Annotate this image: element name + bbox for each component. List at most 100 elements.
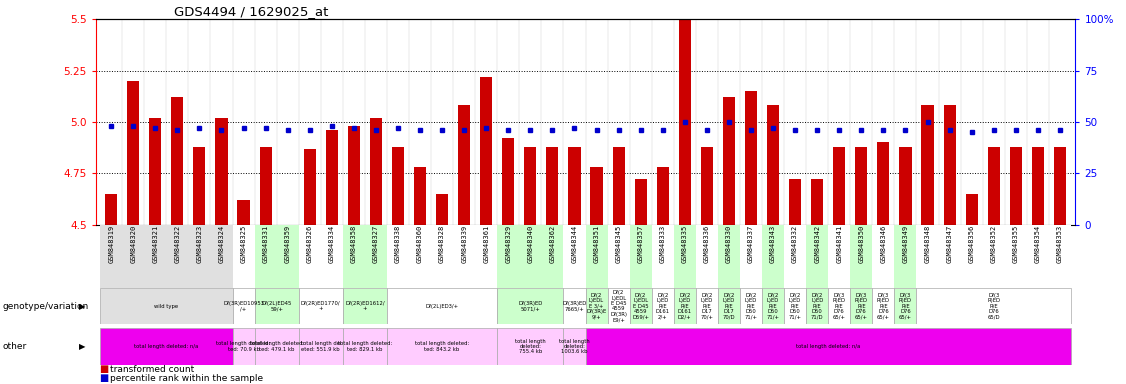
Bar (498, 225, 563, 288)
Text: GSM848346: GSM848346 (881, 225, 886, 263)
Text: GDS4494 / 1629025_at: GDS4494 / 1629025_at (175, 5, 329, 18)
Bar (873, 288, 894, 324)
Bar (232, 328, 254, 365)
Bar (525, 147, 536, 225)
Text: Df(2
L)ED
R/E
D50
71/+: Df(2 L)ED R/E D50 71/+ (788, 293, 802, 319)
Text: Df(3R)ED
7665/+: Df(3R)ED 7665/+ (562, 301, 587, 311)
Text: GSM848352: GSM848352 (991, 225, 997, 263)
Bar (590, 167, 602, 225)
Text: GSM848355: GSM848355 (1012, 225, 1019, 263)
Bar (586, 328, 1071, 365)
Text: GSM848360: GSM848360 (417, 225, 423, 263)
Text: total length
deleted:
755.4 kb: total length deleted: 755.4 kb (515, 339, 546, 354)
Bar (369, 118, 382, 225)
Text: total length del
eted: 551.9 kb: total length del eted: 551.9 kb (301, 341, 341, 352)
Text: Df(3
R)ED
R/E
D76
65/+: Df(3 R)ED R/E D76 65/+ (833, 293, 846, 319)
Bar (921, 106, 933, 225)
Bar (629, 225, 652, 288)
Bar (745, 91, 757, 225)
Bar (194, 147, 205, 225)
Bar (563, 288, 586, 324)
Text: Df(2R)ED1612/
+: Df(2R)ED1612/ + (345, 301, 385, 311)
Text: GSM848330: GSM848330 (726, 225, 732, 263)
Bar (259, 147, 271, 225)
Text: Df(2
L)ED
R/E
D50
71/D: Df(2 L)ED R/E D50 71/D (811, 293, 823, 319)
Text: GSM848349: GSM848349 (902, 225, 909, 263)
Text: GSM848353: GSM848353 (1057, 225, 1063, 263)
Bar (700, 147, 713, 225)
Text: GSM848342: GSM848342 (814, 225, 820, 263)
Bar (656, 167, 669, 225)
Bar (238, 200, 250, 225)
Text: GSM848345: GSM848345 (616, 225, 622, 263)
Bar (635, 179, 646, 225)
Bar (1031, 147, 1044, 225)
Text: GSM848356: GSM848356 (968, 225, 975, 263)
Text: Df(2
L)ED
R/E
D17
70/D: Df(2 L)ED R/E D17 70/D (723, 293, 735, 319)
Bar (988, 147, 1000, 225)
Text: GSM848334: GSM848334 (329, 225, 334, 263)
Text: GSM848332: GSM848332 (792, 225, 798, 263)
Text: GSM848337: GSM848337 (748, 225, 754, 263)
Text: GSM848327: GSM848327 (373, 225, 379, 263)
Bar (127, 81, 140, 225)
Text: GSM848338: GSM848338 (395, 225, 401, 263)
Bar (480, 77, 492, 225)
Bar (873, 225, 894, 288)
Text: GSM848333: GSM848333 (660, 225, 665, 263)
Bar (586, 288, 608, 324)
Bar (498, 288, 563, 324)
Text: total length deleted: n/a: total length deleted: n/a (134, 344, 198, 349)
Text: GSM848358: GSM848358 (351, 225, 357, 263)
Text: ■: ■ (99, 364, 108, 374)
Text: GSM848324: GSM848324 (218, 225, 224, 263)
Text: Df(2
L)ED
R/E
D161
2/+: Df(2 L)ED R/E D161 2/+ (655, 293, 670, 319)
Bar (673, 225, 696, 288)
Text: Df(3R)ED
5071/+: Df(3R)ED 5071/+ (518, 301, 543, 311)
Bar (586, 225, 608, 288)
Text: Df(2
L)ED
R/E
D17
70/+: Df(2 L)ED R/E D17 70/+ (700, 293, 714, 319)
Text: Df(2
L)EDL
E D45
4559
D59/+: Df(2 L)EDL E D45 4559 D59/+ (632, 293, 650, 319)
Bar (673, 288, 696, 324)
Text: GSM848336: GSM848336 (704, 225, 709, 263)
Bar (762, 288, 784, 324)
Text: GSM848344: GSM848344 (572, 225, 578, 263)
Bar (718, 288, 740, 324)
Bar (100, 225, 232, 288)
Text: GSM848341: GSM848341 (837, 225, 842, 263)
Bar (679, 3, 691, 225)
Bar (498, 328, 563, 365)
Bar (171, 97, 184, 225)
Text: GSM848326: GSM848326 (306, 225, 313, 263)
Text: ▶: ▶ (79, 302, 86, 311)
Text: GSM848351: GSM848351 (593, 225, 599, 263)
Text: GSM848361: GSM848361 (483, 225, 489, 263)
Bar (298, 288, 342, 324)
Bar (850, 288, 873, 324)
Bar (458, 106, 471, 225)
Bar (150, 118, 161, 225)
Text: GSM848340: GSM848340 (527, 225, 534, 263)
Bar (806, 288, 829, 324)
Text: GSM848359: GSM848359 (285, 225, 291, 263)
Bar (232, 225, 254, 288)
Bar (232, 288, 254, 324)
Bar (613, 147, 625, 225)
Bar (894, 288, 917, 324)
Text: ▶: ▶ (79, 342, 86, 351)
Text: percentile rank within the sample: percentile rank within the sample (110, 374, 263, 383)
Bar (392, 147, 404, 225)
Bar (829, 288, 850, 324)
Text: GSM848350: GSM848350 (858, 225, 865, 263)
Bar (811, 179, 823, 225)
Bar (784, 288, 806, 324)
Bar (304, 149, 315, 225)
Bar (789, 179, 802, 225)
Text: GSM848322: GSM848322 (175, 225, 180, 263)
Bar (608, 288, 629, 324)
Bar (387, 328, 498, 365)
Text: GSM848347: GSM848347 (947, 225, 953, 263)
Bar (563, 328, 586, 365)
Text: Df(3
R)ED
R/E
D76
65/+: Df(3 R)ED R/E D76 65/+ (877, 293, 890, 319)
Bar (1010, 147, 1021, 225)
